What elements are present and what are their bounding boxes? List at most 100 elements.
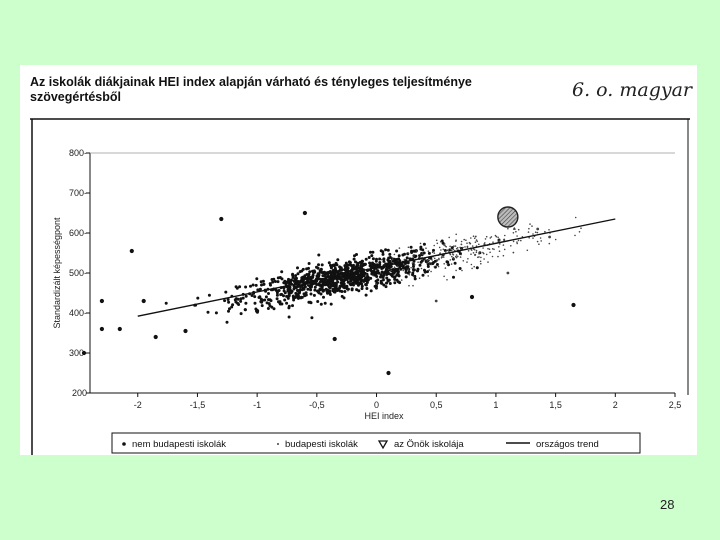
data-point-nonbp: [315, 265, 318, 269]
data-point-nonbp: [388, 252, 392, 256]
data-point-nonbp: [382, 283, 386, 287]
data-point-nonbp: [322, 295, 325, 299]
data-point-nonbp: [366, 275, 370, 279]
data-point-bp: [478, 251, 481, 253]
data-point-nonbp: [363, 277, 367, 281]
data-point-bp: [408, 274, 411, 276]
data-point-nonbp: [387, 278, 391, 282]
data-point-bp: [440, 249, 442, 251]
data-point-bp: [402, 269, 405, 272]
data-point-nonbp: [326, 281, 330, 285]
data-point-nonbp: [363, 263, 367, 266]
data-point-nonbp: [336, 258, 340, 262]
data-point-nonbp: [299, 295, 303, 299]
data-point-nonbp: [426, 270, 429, 274]
data-point-bp: [495, 235, 498, 238]
y-tick-label: 400-: [69, 308, 87, 318]
x-tick-label: -1,5: [190, 400, 206, 410]
data-point-nonbp: [341, 284, 345, 288]
data-point-nonbp: [327, 289, 331, 293]
data-point-nonbp: [272, 307, 276, 311]
data-point-bp: [391, 257, 394, 259]
data-point-nonbp: [153, 334, 158, 340]
data-point-nonbp: [289, 278, 293, 282]
data-point-bp: [489, 237, 492, 239]
data-point-bp: [482, 252, 485, 255]
data-point-bp: [437, 265, 440, 268]
data-point-nonbp: [392, 271, 396, 275]
data-point-nonbp: [423, 270, 427, 274]
page-number: 28: [660, 497, 675, 512]
data-point-nonbp: [332, 336, 337, 342]
data-point-nonbp: [352, 273, 355, 277]
data-point-bp: [529, 223, 531, 225]
data-point-bp: [578, 231, 581, 233]
data-point-nonbp: [420, 259, 424, 263]
data-point-nonbp: [368, 261, 372, 265]
data-point-nonbp: [387, 256, 391, 260]
data-point-nonbp: [409, 245, 413, 249]
data-point-bp: [472, 252, 475, 254]
data-point-nonbp: [286, 296, 290, 300]
data-point-nonbp: [358, 276, 362, 279]
data-point-nonbp: [234, 285, 238, 289]
data-point-nonbp: [164, 301, 168, 305]
data-point-nonbp: [231, 303, 235, 307]
x-tick-label: -0,5: [309, 400, 325, 410]
data-point-nonbp: [285, 301, 289, 305]
data-point-bp: [544, 230, 546, 233]
data-point-nonbp: [263, 298, 267, 302]
data-point-bp: [427, 275, 430, 277]
data-point-nonbp: [395, 249, 399, 253]
data-point-bp: [459, 256, 462, 258]
data-point-bp: [517, 228, 520, 231]
data-point-nonbp: [398, 281, 402, 285]
scanned-chart-figure: Az iskolák diákjainak HEI index alapján …: [20, 65, 697, 455]
data-point-bp: [391, 258, 394, 261]
x-tick-label: 2: [613, 400, 618, 410]
data-point-nonbp: [386, 370, 391, 376]
data-point-nonbp: [334, 261, 338, 265]
data-point-bp: [539, 237, 542, 239]
data-point-nonbp: [361, 259, 364, 263]
data-point-nonbp: [287, 288, 291, 292]
data-point-nonbp: [352, 283, 355, 287]
data-point-nonbp: [375, 270, 379, 274]
data-point-bp: [445, 246, 448, 248]
data-point-bp: [431, 251, 434, 254]
data-point-nonbp: [365, 287, 369, 290]
data-point-nonbp: [388, 259, 392, 263]
data-point-bp: [424, 258, 427, 260]
data-point-bp: [548, 242, 551, 245]
data-point-nonbp: [348, 261, 352, 265]
data-point-nonbp: [318, 270, 322, 274]
data-point-nonbp: [358, 261, 362, 264]
data-point-nonbp: [206, 310, 210, 314]
data-point-nonbp: [407, 270, 411, 274]
data-point-nonbp: [426, 265, 430, 268]
data-point-nonbp: [369, 263, 373, 267]
data-point-nonbp: [392, 275, 396, 279]
data-point-nonbp: [373, 270, 377, 274]
data-point-nonbp: [392, 257, 396, 261]
data-point-bp: [536, 240, 539, 243]
data-point-bp: [453, 245, 455, 247]
data-point-nonbp: [338, 265, 342, 269]
data-point-nonbp: [273, 280, 277, 283]
data-point-nonbp: [356, 266, 360, 270]
data-point-nonbp: [355, 280, 359, 284]
data-point-bp: [426, 262, 428, 264]
data-point-nonbp: [370, 254, 374, 258]
data-point-bp: [502, 244, 505, 246]
data-point-bp: [461, 269, 463, 272]
data-point-bp: [460, 243, 463, 246]
data-point-nonbp: [349, 263, 353, 267]
data-point-bp: [512, 232, 515, 234]
data-point-nonbp: [324, 283, 327, 287]
data-point-nonbp: [351, 265, 355, 269]
data-point-nonbp: [239, 312, 243, 316]
data-point-nonbp: [408, 257, 412, 261]
data-point-nonbp: [375, 284, 378, 288]
y-tick-label: 600-: [69, 228, 87, 238]
data-point-bp: [528, 227, 530, 230]
